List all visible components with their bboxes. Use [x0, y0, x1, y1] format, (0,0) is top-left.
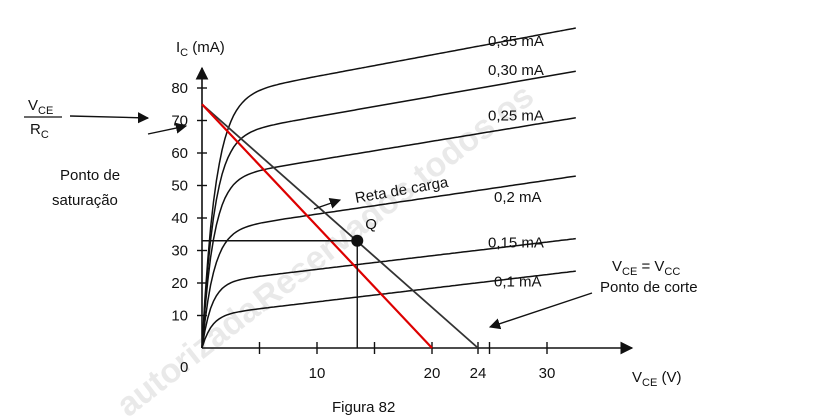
- watermark-text-2: autorizada.: [110, 284, 275, 419]
- q-point-marker: [351, 234, 364, 247]
- saturation-point-label-2: saturação: [52, 192, 118, 209]
- x-axis-label: VCE (V): [632, 369, 681, 389]
- curve-ib-5: [201, 70, 576, 349]
- y-tick-label-10: 10: [171, 308, 188, 325]
- curve-ib-2: [201, 237, 576, 349]
- curve-ib-3: [201, 175, 576, 349]
- x-tick-label-24: 24: [470, 365, 487, 382]
- curve-label-3: 0,2 mA: [494, 189, 542, 206]
- figure-caption: Figura 82: [332, 399, 395, 416]
- vce-over-rc-numerator: VCE: [28, 97, 53, 117]
- y-tick-label-50: 50: [171, 178, 188, 195]
- collector-curves: 0,1 mA 0,15 mA 0,2 mA 0,25 mA 0,30 mA 0,35 mA: [201, 27, 576, 349]
- cutoff-point-label: Ponto de corte: [600, 279, 698, 296]
- y-tick-label-30: 30: [171, 243, 188, 260]
- load-line-red: [201, 103, 433, 349]
- vce-rc-arrow: [69, 112, 150, 124]
- curve-label-5: 0,30 mA: [488, 62, 544, 79]
- load-line-arrow: [313, 198, 342, 210]
- curve-ib-1: [201, 270, 576, 349]
- curve-label-6: 0,35 mA: [488, 33, 544, 50]
- curve-label-2: 0,15 mA: [488, 234, 544, 251]
- cutoff-arrow: [488, 292, 593, 330]
- y-tick-label-60: 60: [171, 145, 188, 162]
- x-tick-label-10: 10: [309, 365, 326, 382]
- y-tick-label-20: 20: [171, 275, 188, 292]
- load-lines: [201, 103, 479, 349]
- vce-over-rc-denominator: RC: [30, 121, 49, 141]
- y-tick-label-40: 40: [171, 210, 188, 227]
- y-axis-label: IC (mA): [176, 39, 225, 59]
- cutoff-equation: VCE = VCC: [612, 258, 680, 278]
- x-tick-label-20: 20: [424, 365, 441, 382]
- curve-label-1: 0,1 mA: [494, 273, 542, 290]
- curve-ib-6: [201, 27, 576, 349]
- x-tick-label-30: 30: [539, 365, 556, 382]
- y-tick-label-80: 80: [171, 80, 188, 97]
- saturation-arrow: [147, 122, 188, 135]
- saturation-point-label-1: Ponto de: [60, 167, 120, 184]
- q-point-label: Q: [365, 216, 377, 233]
- origin-label: 0: [180, 359, 188, 376]
- load-line: [201, 103, 479, 349]
- q-point-group: Q: [202, 216, 377, 348]
- curve-label-4: 0,25 mA: [488, 108, 544, 125]
